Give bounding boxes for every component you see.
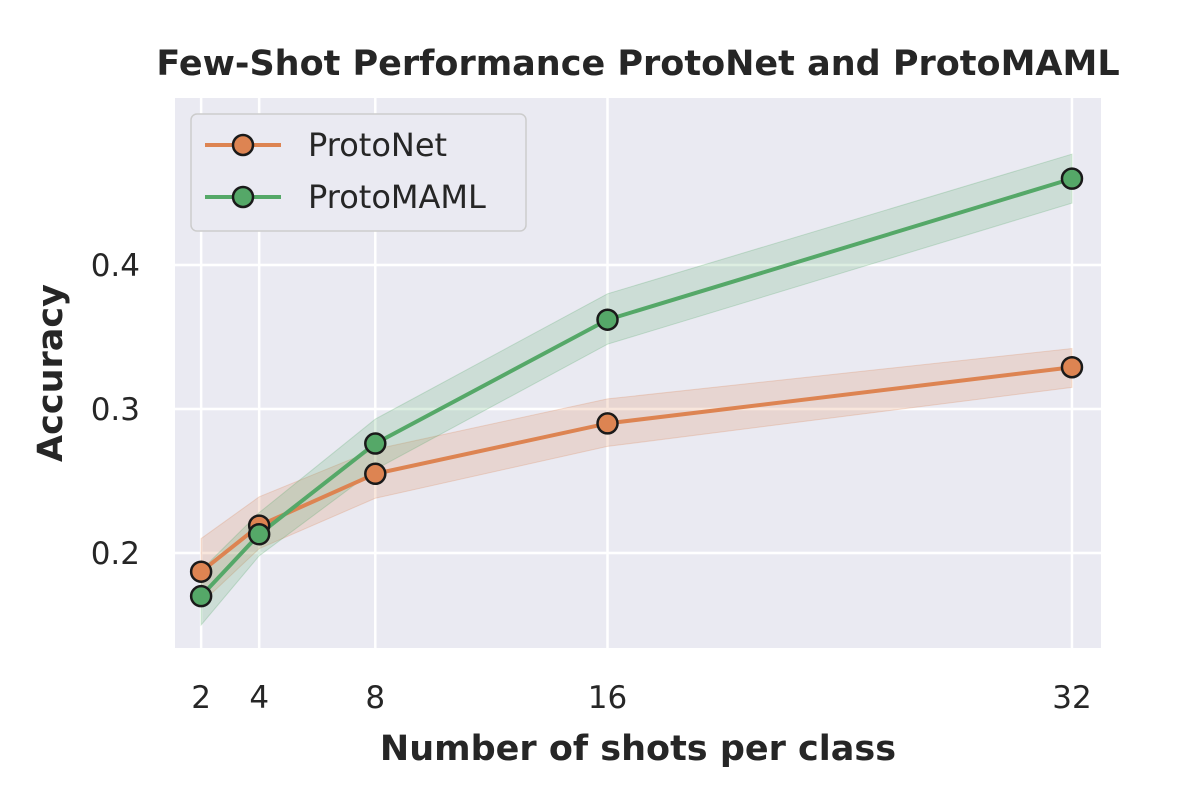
legend-marker-protonet — [231, 133, 255, 157]
chart-title: Few-Shot Performance ProtoNet and ProtoM… — [156, 44, 1119, 84]
x-tick-label: 16 — [588, 680, 627, 716]
x-axis-label: Number of shots per class — [380, 729, 896, 769]
legend-label-protomaml: ProtoMAML — [308, 178, 486, 216]
point-protonet — [596, 412, 619, 435]
legend-label-protonet: ProtoNet — [308, 126, 447, 164]
x-tick-label: 32 — [1052, 680, 1091, 716]
point-protomaml — [596, 308, 619, 331]
y-axis-label: Accuracy — [31, 284, 71, 462]
point-protomaml — [247, 523, 271, 546]
x-tick-label: 8 — [365, 680, 385, 716]
series-points — [189, 167, 1084, 608]
tick-labels: 2 4 8 16 32 0.2 0.3 0.4 — [91, 248, 1092, 716]
x-tick-label: 4 — [249, 680, 269, 716]
x-tick-label: 2 — [191, 680, 211, 716]
point-protomaml — [189, 584, 213, 608]
y-tick-label: 0.4 — [91, 248, 140, 284]
point-protomaml — [1060, 167, 1084, 190]
legend: ProtoNet ProtoMAML — [190, 113, 527, 232]
band-protomaml — [200, 153, 1073, 627]
legend-marker-protomaml — [231, 185, 255, 209]
point-protonet — [189, 560, 213, 583]
band-protonet — [200, 347, 1073, 605]
y-tick-label: 0.2 — [91, 536, 140, 572]
point-protomaml — [364, 432, 387, 455]
y-tick-label: 0.3 — [91, 392, 140, 428]
point-protonet — [364, 462, 387, 486]
point-protonet — [1060, 355, 1084, 379]
confidence-bands — [200, 153, 1073, 627]
